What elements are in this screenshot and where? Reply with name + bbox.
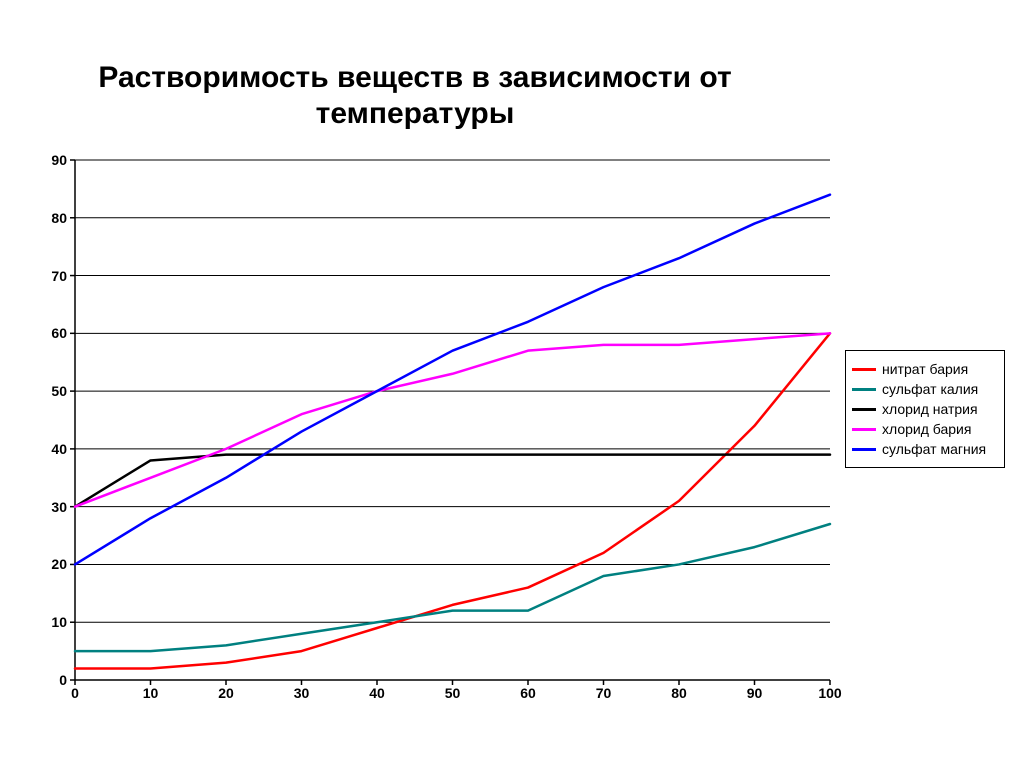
y-tick-label: 80 [37,210,67,226]
legend-label: хлорид натрия [882,401,978,417]
y-tick-label: 60 [37,325,67,341]
x-tick-label: 60 [508,685,548,701]
legend-label: нитрат бария [882,361,968,377]
x-tick-label: 40 [357,685,397,701]
legend-label: сульфат магния [882,441,986,457]
legend-label: хлорид бария [882,421,971,437]
y-tick-label: 50 [37,383,67,399]
chart-legend: нитрат бария сульфат калия хлорид натрия хл… [845,350,1005,468]
chart-container: Растворимость веществ в зависимости от т… [0,0,1024,768]
x-tick-label: 50 [433,685,473,701]
y-tick-label: 70 [37,268,67,284]
x-tick-label: 80 [659,685,699,701]
legend-item: хлорид натрия [852,401,998,417]
legend-swatch [852,408,876,411]
legend-swatch [852,428,876,431]
legend-swatch [852,388,876,391]
x-tick-label: 70 [584,685,624,701]
y-tick-label: 10 [37,614,67,630]
y-tick-label: 40 [37,441,67,457]
legend-swatch [852,368,876,371]
chart-svg [75,160,830,680]
legend-label: сульфат калия [882,381,978,397]
legend-item: нитрат бария [852,361,998,377]
x-tick-label: 10 [131,685,171,701]
x-tick-label: 100 [810,685,850,701]
legend-item: хлорид бария [852,421,998,437]
x-tick-label: 90 [735,685,775,701]
y-tick-label: 90 [37,152,67,168]
chart-plot-area: 0102030405060708090 01020304050607080901… [75,160,830,680]
x-tick-label: 20 [206,685,246,701]
legend-swatch [852,448,876,451]
x-tick-label: 30 [282,685,322,701]
y-tick-label: 30 [37,499,67,515]
legend-item: сульфат магния [852,441,998,457]
legend-item: сульфат калия [852,381,998,397]
chart-title: Растворимость веществ в зависимости от т… [0,60,830,132]
x-tick-label: 0 [55,685,95,701]
y-tick-label: 20 [37,556,67,572]
